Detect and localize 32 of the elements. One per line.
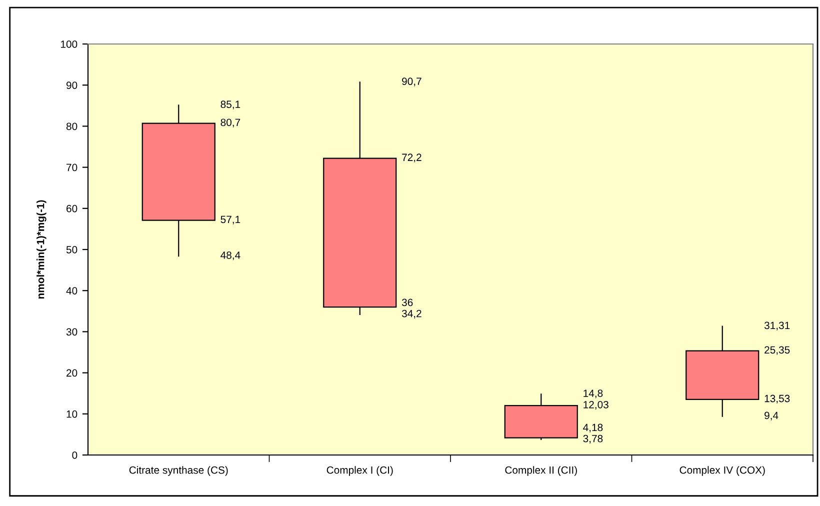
x-tick-label: Complex II (CII) (505, 466, 577, 476)
y-tick-label: 90 (66, 82, 78, 89)
y-axis-title: nmol*min(-1)*mg(-1) (36, 200, 46, 299)
y-tick-label: 30 (66, 328, 78, 336)
y-tick-label: 10 (66, 410, 78, 418)
text: 80,7 (220, 118, 240, 128)
text: 9,4 (764, 412, 778, 420)
text: 13,53 (764, 394, 790, 404)
y-tick-label: 20 (66, 369, 78, 377)
text: 3,78 (583, 434, 603, 444)
text: 4,18 (583, 424, 603, 432)
y-tick-label: 60 (66, 204, 78, 212)
y-tick-label: 70 (66, 164, 78, 172)
x-tick-label: Citrate synthase (CS) (129, 466, 228, 476)
text: 31,31 (764, 322, 790, 330)
y-tick-label: 0 (72, 452, 78, 459)
y-tick-label: 40 (66, 287, 78, 294)
text: 72,2 (402, 154, 422, 162)
text: 36 (402, 298, 413, 306)
text: 34,2 (402, 310, 422, 318)
y-tick-label: 50 (66, 246, 78, 254)
text: 25,35 (764, 346, 790, 355)
text: 90,7 (402, 78, 422, 86)
x-tick-label: Complex IV (COX) (680, 466, 765, 476)
text: 48,4 (220, 251, 240, 260)
y-tick-label: 100 (61, 40, 78, 48)
text: 57,1 (220, 216, 240, 224)
y-tick-label: 80 (66, 122, 78, 130)
x-tick-label: Complex I (CI) (326, 466, 393, 476)
text: 85,1 (220, 100, 240, 110)
text: 14,8 (584, 390, 603, 398)
text: 12,03 (584, 400, 608, 410)
